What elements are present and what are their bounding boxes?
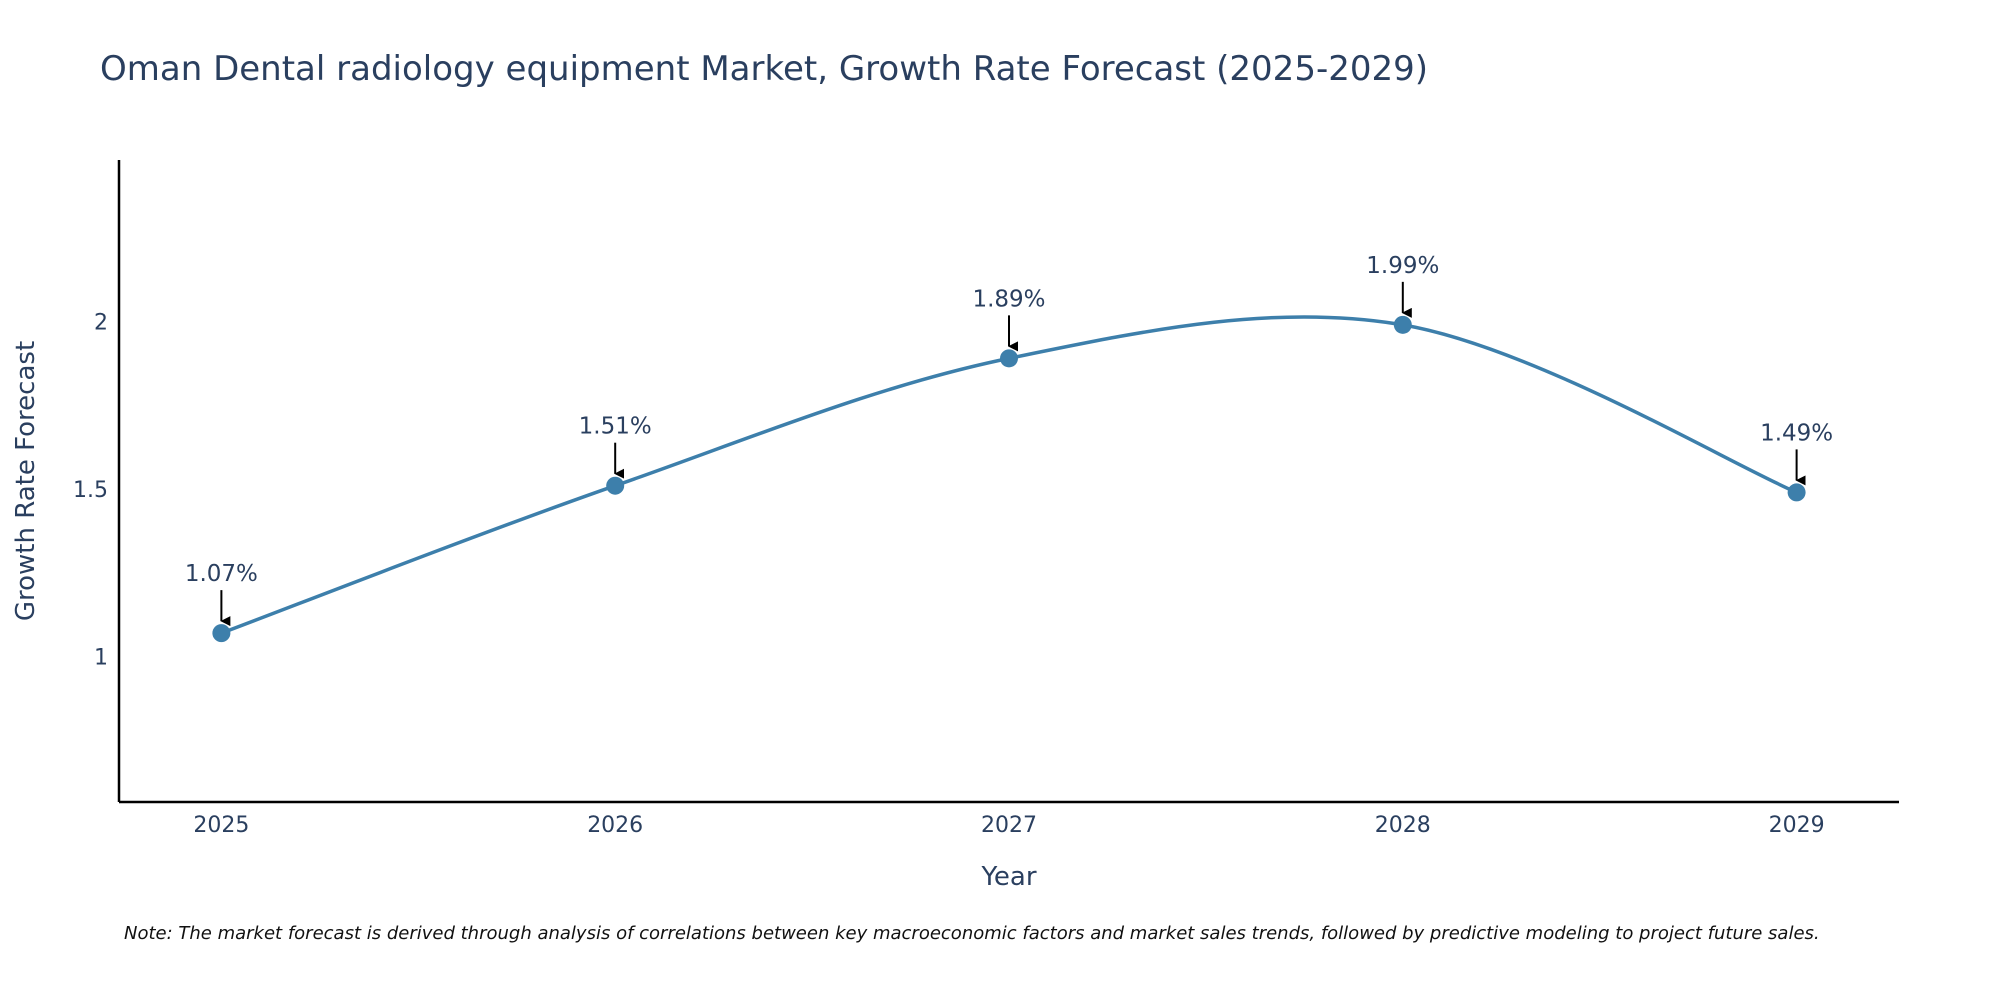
x-tick-label: 2025 (193, 813, 249, 838)
data-annotations: 1.07% 1.51% 1.89% 1.99% 1.49% (185, 253, 1833, 627)
data-point (606, 476, 625, 495)
data-label: 1.51% (579, 414, 652, 440)
data-point (212, 624, 231, 643)
x-tick-label: 2029 (1769, 813, 1825, 838)
data-label: 1.07% (185, 561, 258, 587)
x-tick-label: 2028 (1375, 813, 1431, 838)
data-point (1787, 483, 1806, 502)
data-point (1000, 349, 1018, 368)
data-label: 1.89% (972, 286, 1045, 312)
y-axis-ticks: 11.52 (73, 311, 108, 671)
x-tick-label: 2027 (981, 813, 1037, 838)
y-axis-title: Growth Rate Forecast (11, 341, 41, 621)
y-tick-label: 2 (94, 311, 108, 336)
x-axis-ticks: 2025 2026 2027 2028 2029 (193, 813, 1824, 838)
data-label: 1.49% (1760, 420, 1833, 446)
chart-title: Oman Dental radiology equipment Market, … (100, 49, 1428, 89)
y-tick-label: 1.5 (73, 478, 108, 503)
x-axis-title: Year (980, 862, 1036, 892)
data-point (1393, 315, 1412, 334)
plot-area: 11.52 2025 2026 2027 2028 2029 1.07%1.51%1.8… (73, 160, 1899, 838)
x-tick-label: 2026 (587, 813, 643, 838)
footnote: Note: The market forecast is derived thr… (124, 923, 1820, 944)
data-label: 1.99% (1366, 253, 1439, 279)
y-tick-label: 1 (94, 646, 108, 671)
data-markers (212, 315, 1806, 643)
